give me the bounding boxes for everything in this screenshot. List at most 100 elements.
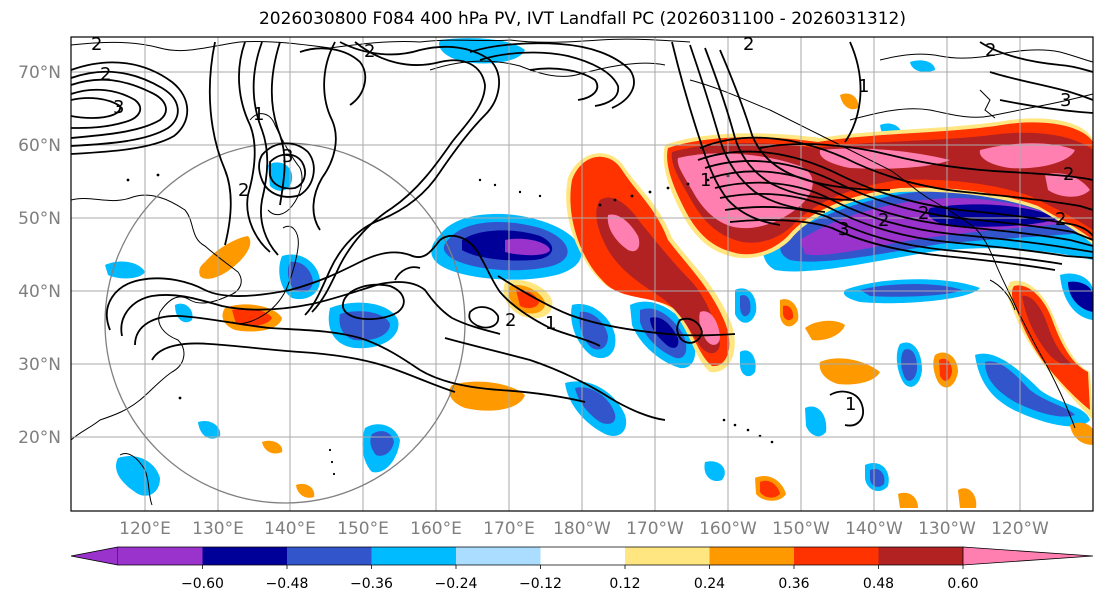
anomaly-blob — [898, 492, 918, 508]
colorbar-segment — [118, 547, 203, 565]
lon-label: 150°E — [337, 519, 389, 539]
anomaly-blob — [607, 214, 640, 252]
pv-contour — [270, 41, 286, 206]
island-dot — [666, 186, 670, 190]
anomaly-blob — [979, 143, 1075, 169]
pv-contour — [729, 219, 1056, 271]
anomaly-blob — [505, 238, 550, 256]
pv-contour — [468, 306, 500, 329]
anomaly-blob — [860, 284, 962, 297]
lon-label: 130°W — [918, 519, 976, 539]
island-dot — [722, 418, 726, 422]
colorbar-segment — [625, 547, 710, 565]
colorbar: −0.60 −0.48 −0.36 −0.24 −0.12 0.12 0.24 … — [70, 546, 1094, 592]
colorbar-extend-max — [962, 546, 1094, 566]
pv-contour — [208, 41, 232, 246]
contour-label: 1 — [545, 313, 556, 334]
pv-contour — [134, 315, 586, 403]
island-dot — [706, 178, 710, 182]
pv-positive-anomalies — [199, 93, 1093, 508]
pv-contour — [697, 150, 1093, 237]
coastline — [71, 194, 242, 441]
pv-contour — [341, 283, 405, 320]
contour-label: 2 — [985, 40, 996, 61]
pv-contour — [71, 61, 189, 155]
pv-contour — [238, 41, 271, 253]
pv-contour — [704, 47, 856, 201]
pv-contour — [304, 41, 500, 316]
coastline — [429, 60, 666, 77]
anomaly-blob — [805, 406, 827, 437]
anomaly-blob — [175, 303, 193, 323]
island-dot — [478, 178, 482, 182]
lon-label: 140°E — [264, 519, 316, 539]
anomaly-blob — [699, 311, 720, 345]
graticule — [71, 37, 1093, 511]
colorbar-segment — [202, 547, 287, 565]
colorbar-tick-label: −0.12 — [519, 576, 562, 592]
colorbar-segment — [794, 547, 879, 565]
pv-contour — [709, 170, 1093, 247]
pv-contour — [704, 160, 1093, 241]
pv-contour — [719, 49, 891, 191]
pv-contour — [689, 44, 826, 213]
lon-label: 140°W — [845, 519, 903, 539]
pv-contour — [444, 337, 666, 421]
island-dot — [332, 472, 336, 476]
longitude-labels: 120°E 130°E 140°E 150°E 160°E 170°E 180°… — [119, 519, 1049, 539]
anomaly-blob — [1070, 422, 1093, 445]
pv-contour — [989, 71, 1093, 101]
pv-contour — [671, 41, 781, 226]
contour-label: 2 — [1063, 164, 1074, 185]
anomaly-blob — [704, 461, 725, 482]
anomaly-blob — [1068, 281, 1093, 312]
colorbar-tick-label: 0.24 — [694, 576, 725, 592]
island-dot — [746, 428, 750, 432]
anomaly-blob — [805, 320, 845, 341]
pv-contour — [299, 47, 367, 106]
colorbar-tick-label: −0.24 — [435, 576, 478, 592]
pv-contour — [71, 78, 167, 139]
island-dot — [178, 396, 182, 400]
pv-contour — [829, 390, 864, 427]
island-dot — [733, 423, 737, 427]
map-panel: 2 2 3 2 3 1 2 2 1 2 3 2 2 3 2 1 1 2 1 2 — [71, 34, 1093, 511]
island-dot — [686, 182, 690, 186]
anomaly-blob — [449, 381, 525, 411]
coastlines — [71, 38, 1093, 506]
pv-contour — [676, 317, 703, 344]
contour-label: 1 — [253, 104, 264, 125]
anomaly-blob — [1022, 295, 1072, 366]
colorbar-segment — [371, 547, 456, 565]
pv-contour — [724, 206, 1063, 265]
island-dot — [156, 173, 160, 177]
colorbar-tick-label: 0.48 — [863, 576, 894, 592]
pv-contour — [252, 41, 279, 256]
anomaly-blob — [740, 295, 751, 317]
pv-contour — [71, 88, 142, 129]
contour-label: 2 — [1055, 209, 1066, 230]
island-dot — [630, 194, 634, 198]
lon-label: 120°W — [991, 519, 1049, 539]
pv-contour — [979, 41, 1093, 73]
colorbar-segment — [456, 547, 541, 565]
contour-label: 3 — [838, 219, 849, 240]
anomaly-blob — [262, 440, 283, 454]
contour-label: 2 — [91, 34, 102, 55]
pv-contour — [120, 281, 501, 337]
island-dot — [613, 198, 617, 202]
pv-contour — [759, 143, 1093, 181]
lon-label: 130°E — [192, 519, 244, 539]
contour-label: 2 — [743, 34, 754, 55]
lon-label: 160°W — [699, 519, 757, 539]
contour-label: 3 — [282, 146, 293, 167]
colorbar-tick-label: −0.60 — [181, 576, 224, 592]
pv-contour — [71, 97, 121, 119]
pv-contour — [529, 67, 599, 101]
island-dot — [648, 190, 652, 194]
lat-label: 60°N — [18, 136, 61, 156]
contour-labels: 2 2 3 2 3 1 2 2 1 2 3 2 2 3 2 1 1 2 1 2 — [91, 34, 1074, 415]
pv-contour — [497, 275, 736, 337]
colorbar-segment — [878, 547, 963, 565]
